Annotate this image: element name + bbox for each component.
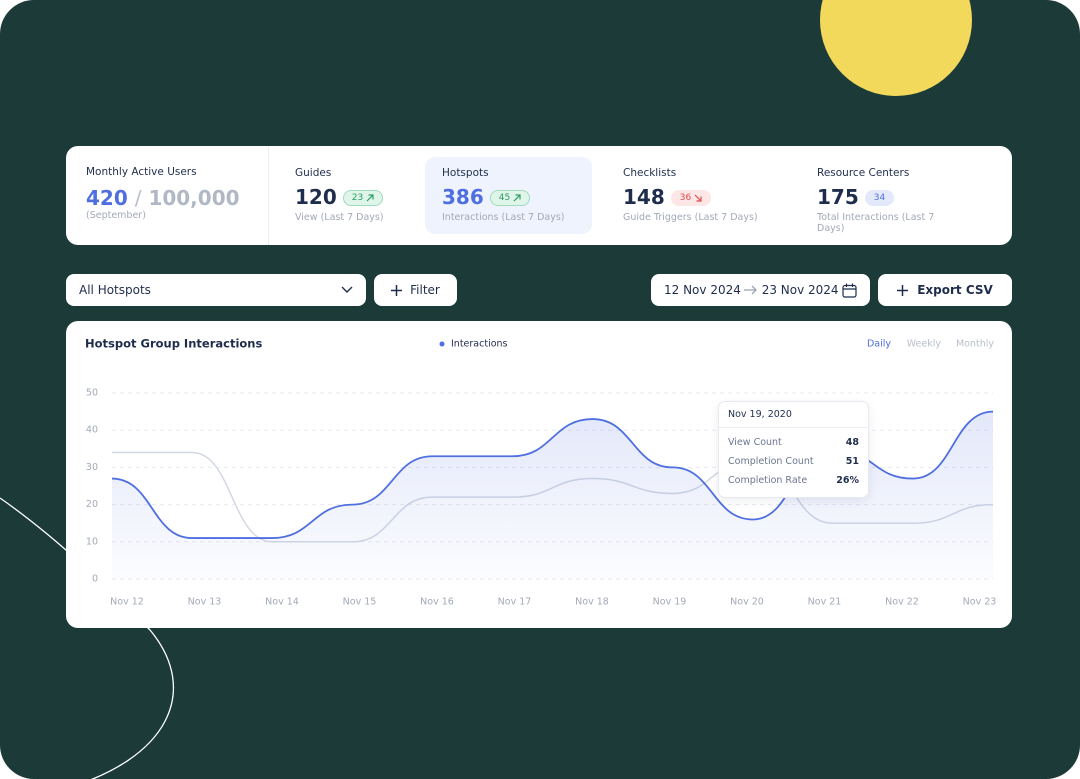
tooltip-title: Nov 19, 2020 xyxy=(719,402,868,428)
date-end: 23 Nov 2024 xyxy=(761,283,839,297)
x-tick-label: Nov 14 xyxy=(265,597,299,608)
tooltip-value: 26% xyxy=(836,475,859,486)
badge-value: 45 xyxy=(498,193,511,203)
dropdown[interactable]: All Hotspots xyxy=(66,274,366,306)
x-tick-label: Nov 21 xyxy=(808,597,842,608)
chevron xyxy=(341,286,353,293)
plus-icon xyxy=(897,284,909,296)
date-range[interactable]: 12 Nov 2024 23 Nov 2024 xyxy=(651,274,870,306)
separator: / xyxy=(134,186,142,210)
card-label: Hotspots xyxy=(442,167,489,179)
badge-value: 34 xyxy=(873,193,886,203)
stats-panel: Monthly Active Users 420 / 100,000 (Sept… xyxy=(66,146,1012,245)
card-value: 148 xyxy=(623,185,665,209)
x-tick-label: Nov 16 xyxy=(420,597,454,608)
dropdown-label: All Hotspots xyxy=(79,283,151,297)
summary-value: 420 xyxy=(86,186,128,210)
legend-label: Interactions xyxy=(451,339,508,350)
export-label: Export CSV xyxy=(917,283,993,297)
tooltip-rows: View Count 48 Completion Count 51 Completion… xyxy=(719,428,868,495)
card-value-row: 120 23 xyxy=(295,185,441,209)
card-value-row: 175 34 xyxy=(817,185,963,209)
summary-label: Monthly Active Users xyxy=(86,166,197,178)
badge-value: 36 xyxy=(679,193,692,203)
y-tick-label: 20 xyxy=(86,499,98,510)
area xyxy=(112,411,993,579)
chart-title: Hotspot Group Interactions xyxy=(85,337,262,351)
card-note: Interactions (Last 7 Days) xyxy=(442,212,565,223)
x-tick-label: Nov 12 xyxy=(110,597,144,608)
period-tab: Weekly xyxy=(907,339,942,350)
chart-card: Monthly Weekly Daily Interactions Nov 23 Nov … xyxy=(66,321,1012,628)
card-value: 175 xyxy=(817,185,859,209)
calendar-icon xyxy=(842,283,857,298)
badge: 23 xyxy=(342,190,384,206)
tooltip-row: Completion Count 51 xyxy=(728,452,859,471)
x-tick-label: Nov 13 xyxy=(188,597,222,608)
x-tick-label: Nov 20 xyxy=(730,597,764,608)
y-tick-label: 40 xyxy=(86,425,98,436)
badge-value: 23 xyxy=(351,193,364,203)
card-value-row: 386 45 xyxy=(442,185,575,209)
y-tick-label: 30 xyxy=(86,462,98,473)
trend-icon xyxy=(513,194,521,202)
period-tab: Monthly xyxy=(956,339,994,350)
arrow-icon xyxy=(744,285,758,295)
tooltip-row: View Count 48 xyxy=(728,433,859,452)
y-tick-label: 0 xyxy=(92,574,98,585)
stat-card: Resource Centers 175 34 Total Interactions … xyxy=(800,157,980,234)
tooltip-label: Completion Rate xyxy=(728,475,808,486)
tooltip-value: 51 xyxy=(845,456,859,467)
x-tick-label: Nov 18 xyxy=(575,597,609,608)
trend-icon xyxy=(366,194,374,202)
export-button[interactable]: Export CSV xyxy=(878,274,1012,306)
tooltip: Nov 19, 2020 View Count 48 Completion Coun… xyxy=(718,401,869,498)
stat-card: Hotspots 386 45 Interactions (Last 7 Days) xyxy=(425,157,592,234)
x-tick-label: Nov 23 xyxy=(963,597,997,608)
card-value: 386 xyxy=(442,185,484,209)
plus-icon xyxy=(391,284,403,296)
card-value: 120 xyxy=(295,185,337,209)
filter-button[interactable]: Filter xyxy=(374,274,457,306)
stat-card: Guides 120 23 View (Last 7 Days) xyxy=(278,157,458,234)
stat-card: Checklists 148 36 Guide Triggers (Last 7 Da… xyxy=(606,157,786,234)
y-tick-label: 50 xyxy=(86,388,98,399)
chart: Monthly Weekly Daily Interactions Nov 23 Nov … xyxy=(85,337,997,608)
summary-note: (September) xyxy=(86,210,146,221)
divider xyxy=(268,146,269,245)
summary: Monthly Active Users 420 / 100,000 (Sept… xyxy=(86,166,240,221)
x-tick-label: Nov 19 xyxy=(653,597,687,608)
tooltip-label: View Count xyxy=(728,437,782,448)
card-value-row: 148 36 xyxy=(623,185,769,209)
card-label: Guides xyxy=(295,167,332,179)
badge: 45 xyxy=(489,190,531,206)
period-tab: Daily xyxy=(867,339,891,350)
y-tick-label: 10 xyxy=(86,536,98,547)
trend-icon xyxy=(694,194,702,202)
tooltip-label: Completion Count xyxy=(728,456,814,467)
legend-marker xyxy=(439,341,445,347)
badge: 36 xyxy=(670,190,712,206)
x-tick-label: Nov 17 xyxy=(498,597,532,608)
card-note: Guide Triggers (Last 7 Days) xyxy=(623,212,758,223)
tooltip-row: Completion Rate 26% xyxy=(728,471,859,490)
card-label: Resource Centers xyxy=(817,167,910,179)
x-tick-label: Nov 15 xyxy=(343,597,377,608)
card-note: Total Interactions (Last 7 Days) xyxy=(817,212,935,234)
card-label: Checklists xyxy=(623,167,677,179)
x-tick-label: Nov 22 xyxy=(885,597,919,608)
badge: 34 xyxy=(864,190,895,206)
tooltip-value: 48 xyxy=(845,437,859,448)
summary-values: 420 / 100,000 xyxy=(86,186,240,210)
date-start: 12 Nov 2024 xyxy=(664,283,741,297)
card-note: View (Last 7 Days) xyxy=(295,212,384,223)
filter-label: Filter xyxy=(410,283,440,297)
summary-total: 100,000 xyxy=(148,186,240,210)
